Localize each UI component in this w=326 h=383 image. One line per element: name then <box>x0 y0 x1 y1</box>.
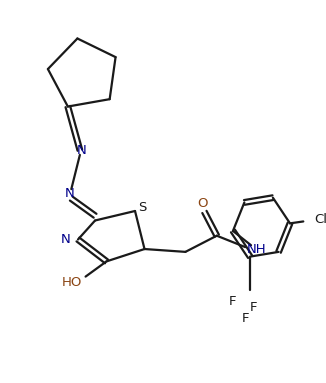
Text: F: F <box>242 312 249 325</box>
Text: F: F <box>250 301 258 314</box>
Text: Cl: Cl <box>315 213 326 226</box>
Text: F: F <box>229 295 237 308</box>
Text: HO: HO <box>62 276 82 289</box>
Text: O: O <box>197 197 208 210</box>
Text: S: S <box>139 201 147 214</box>
Text: N: N <box>65 187 74 200</box>
Text: N: N <box>77 144 87 157</box>
Text: N: N <box>61 233 70 246</box>
Text: NH: NH <box>247 244 267 257</box>
